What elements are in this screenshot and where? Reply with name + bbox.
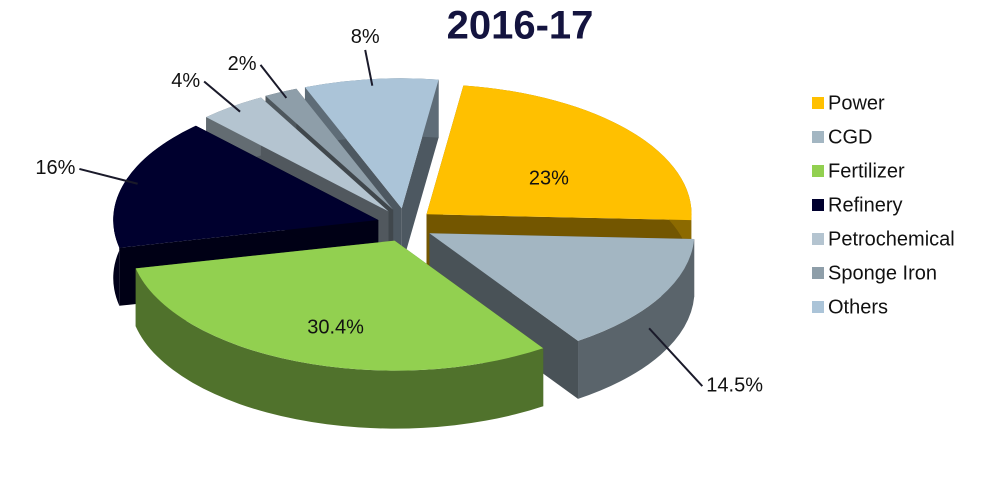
data-label: 16% — [35, 157, 75, 179]
slice — [113, 125, 379, 248]
legend-label: Refinery — [828, 194, 902, 216]
slice — [265, 88, 394, 210]
legend-swatch — [812, 233, 824, 245]
data-label: 14.5% — [706, 374, 763, 396]
data-label: 30.4% — [307, 316, 364, 338]
legend-swatch — [812, 97, 824, 109]
legend-label: Power — [828, 92, 885, 114]
legend-label: Fertilizer — [828, 160, 905, 182]
legend-swatch — [812, 165, 824, 177]
slice — [206, 97, 389, 212]
legend-swatch — [812, 267, 824, 279]
legend-label: Sponge Iron — [828, 262, 937, 284]
slice — [429, 233, 695, 341]
leader-line — [203, 80, 241, 113]
legend-swatch — [812, 199, 824, 211]
slice-side — [578, 239, 695, 399]
leader-line — [364, 49, 374, 86]
leader-line — [79, 167, 138, 185]
legend-swatch — [812, 131, 824, 143]
data-label: 8% — [351, 26, 380, 48]
data-label: 2% — [228, 53, 257, 75]
legend-label: CGD — [828, 126, 872, 148]
leader-line — [259, 64, 288, 99]
leader-line — [648, 327, 704, 387]
legend-label: Petrochemical — [828, 228, 955, 250]
slice — [304, 78, 439, 209]
chart-title: 2016-17 — [447, 4, 594, 48]
slice — [426, 85, 692, 221]
data-label: 23% — [529, 168, 569, 190]
legend-swatch — [812, 301, 824, 313]
data-label: 4% — [171, 70, 200, 92]
slice-side — [135, 268, 544, 429]
slice — [135, 240, 544, 371]
legend-label: Others — [828, 296, 888, 318]
